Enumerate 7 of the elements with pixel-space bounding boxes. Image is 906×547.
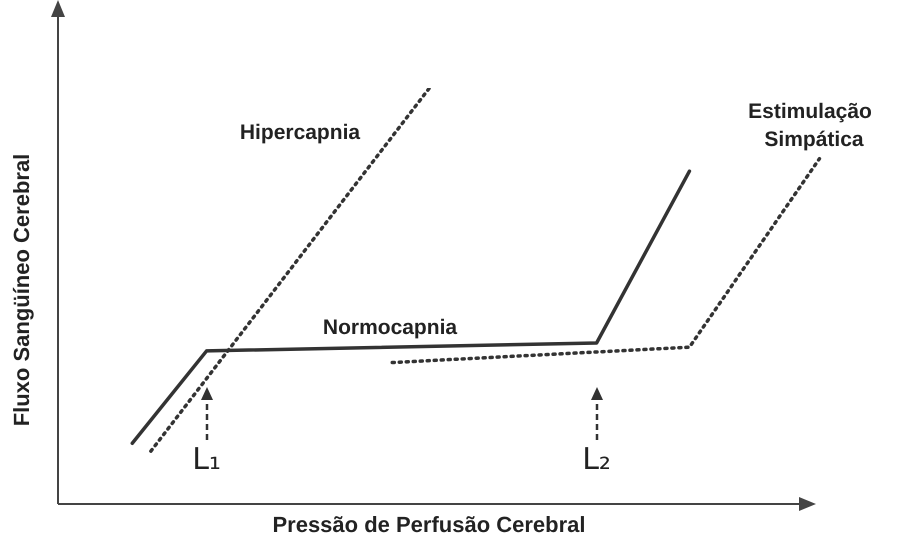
x-axis-title: Pressão de Perfusão Cerebral	[272, 512, 586, 538]
series-label: Hipercapnia	[240, 120, 360, 144]
annotation: L₂	[582, 442, 611, 477]
series-label: Normocapnia	[322, 316, 458, 339]
annotation: L₁	[192, 442, 221, 477]
series-label: Estimulação Simpática	[748, 100, 872, 151]
y-axis-title: Fluxo Sangüíneo Cerebral	[9, 154, 35, 426]
